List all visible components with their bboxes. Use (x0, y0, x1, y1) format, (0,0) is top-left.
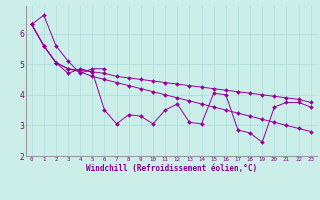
X-axis label: Windchill (Refroidissement éolien,°C): Windchill (Refroidissement éolien,°C) (86, 164, 257, 173)
